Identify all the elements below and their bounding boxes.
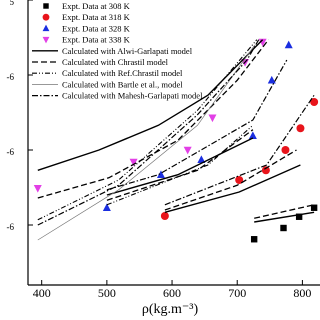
series-line bbox=[37, 39, 258, 221]
x-tick-label: 400 bbox=[33, 286, 51, 300]
marker bbox=[310, 204, 318, 211]
series-line bbox=[37, 44, 256, 241]
marker bbox=[33, 185, 42, 193]
marker bbox=[281, 146, 290, 154]
y-tick-label: -6 bbox=[7, 147, 15, 157]
marker bbox=[250, 236, 258, 243]
legend-label: Expt. Data at 318 K bbox=[62, 12, 131, 22]
marker bbox=[208, 114, 217, 123]
legend-label: Calculated with Alwi-Garlapati model bbox=[62, 46, 193, 56]
marker bbox=[296, 124, 305, 133]
marker bbox=[156, 170, 165, 178]
marker bbox=[280, 224, 287, 232]
legend-label: Calculated with Mahesh-Garlapati model bbox=[62, 91, 203, 101]
marker bbox=[248, 131, 257, 139]
marker bbox=[284, 40, 293, 49]
marker bbox=[310, 98, 319, 106]
marker bbox=[43, 3, 49, 9]
legend-label: Expt. Data at 338 K bbox=[62, 35, 131, 45]
marker bbox=[197, 155, 206, 163]
y-tick-label: 5 bbox=[10, 0, 15, 7]
marker bbox=[235, 176, 244, 184]
legend-label: Expt. Data at 308 K bbox=[62, 1, 131, 11]
series-line bbox=[37, 39, 315, 219]
x-tick-label: 500 bbox=[98, 286, 116, 300]
y-tick-label: -6 bbox=[7, 72, 15, 82]
marker bbox=[183, 146, 192, 155]
legend-label: Expt. Data at 328 K bbox=[62, 23, 131, 33]
series-line bbox=[37, 39, 315, 223]
series-line bbox=[37, 39, 315, 226]
x-tick-label: 700 bbox=[228, 286, 246, 300]
marker bbox=[129, 158, 138, 167]
marker bbox=[102, 203, 111, 211]
legend-label: Calculated with Bartle et al., model bbox=[62, 79, 183, 89]
x-axis-label: ρ(kg.m⁻³) bbox=[142, 302, 199, 317]
x-tick-label: 600 bbox=[163, 286, 181, 300]
y-tick-label: -6 bbox=[7, 222, 15, 232]
marker bbox=[267, 75, 276, 84]
marker bbox=[295, 213, 303, 220]
marker bbox=[261, 166, 270, 175]
marker bbox=[42, 24, 50, 32]
marker bbox=[42, 36, 50, 44]
x-tick-label: 800 bbox=[293, 286, 311, 300]
marker bbox=[160, 212, 169, 220]
legend-label: Calculated with Ref.Chrastil model bbox=[62, 68, 183, 78]
marker bbox=[42, 13, 50, 21]
legend-label: Calculated with Chrastil model bbox=[62, 57, 169, 67]
